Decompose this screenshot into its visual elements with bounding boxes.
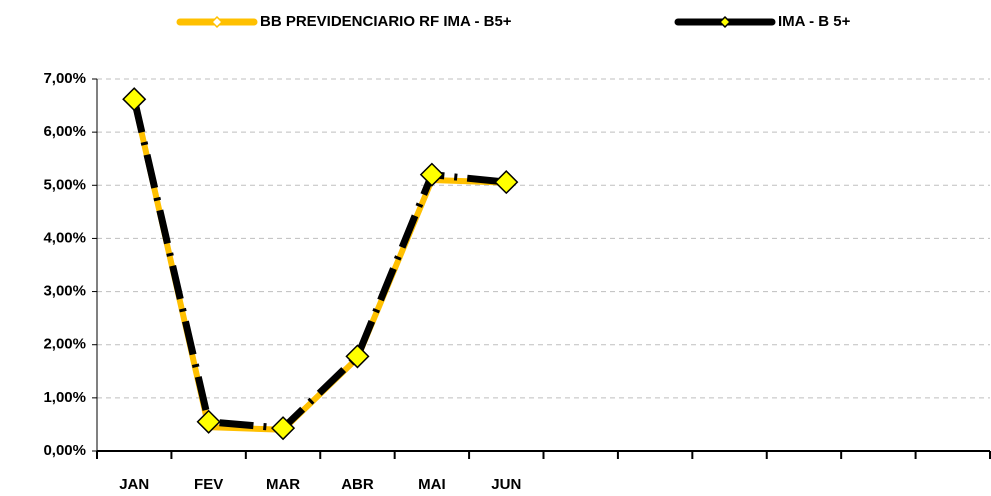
x-tick-label: FEV xyxy=(194,476,223,493)
y-tick-label: 5,00% xyxy=(43,176,86,193)
marker xyxy=(494,170,519,195)
legend-label: BB PREVIDENCIARIO RF IMA - B5+ xyxy=(260,13,512,30)
x-tick-label: MAI xyxy=(418,476,446,493)
y-tick-label: 1,00% xyxy=(43,389,86,406)
x-tick-label: JAN xyxy=(119,476,149,493)
x-tick-label: ABR xyxy=(341,476,374,493)
y-tick-label: 6,00% xyxy=(43,123,86,140)
y-tick-label: 7,00% xyxy=(43,70,86,87)
legend-marker xyxy=(718,15,732,29)
marker xyxy=(345,344,370,369)
legend-label: IMA - B 5+ xyxy=(778,13,851,30)
x-tick-label: JUN xyxy=(491,476,521,493)
y-tick-label: 4,00% xyxy=(43,229,86,246)
x-tick-label: MAR xyxy=(266,476,300,493)
y-tick-label: 3,00% xyxy=(43,283,86,300)
marker xyxy=(196,409,221,434)
legend-marker xyxy=(210,15,224,29)
y-tick-label: 0,00% xyxy=(43,442,86,459)
marker xyxy=(419,162,444,187)
marker xyxy=(270,416,296,441)
y-tick-label: 2,00% xyxy=(43,336,86,353)
marker xyxy=(122,87,147,112)
series-line xyxy=(130,98,507,432)
series-line xyxy=(131,99,507,433)
